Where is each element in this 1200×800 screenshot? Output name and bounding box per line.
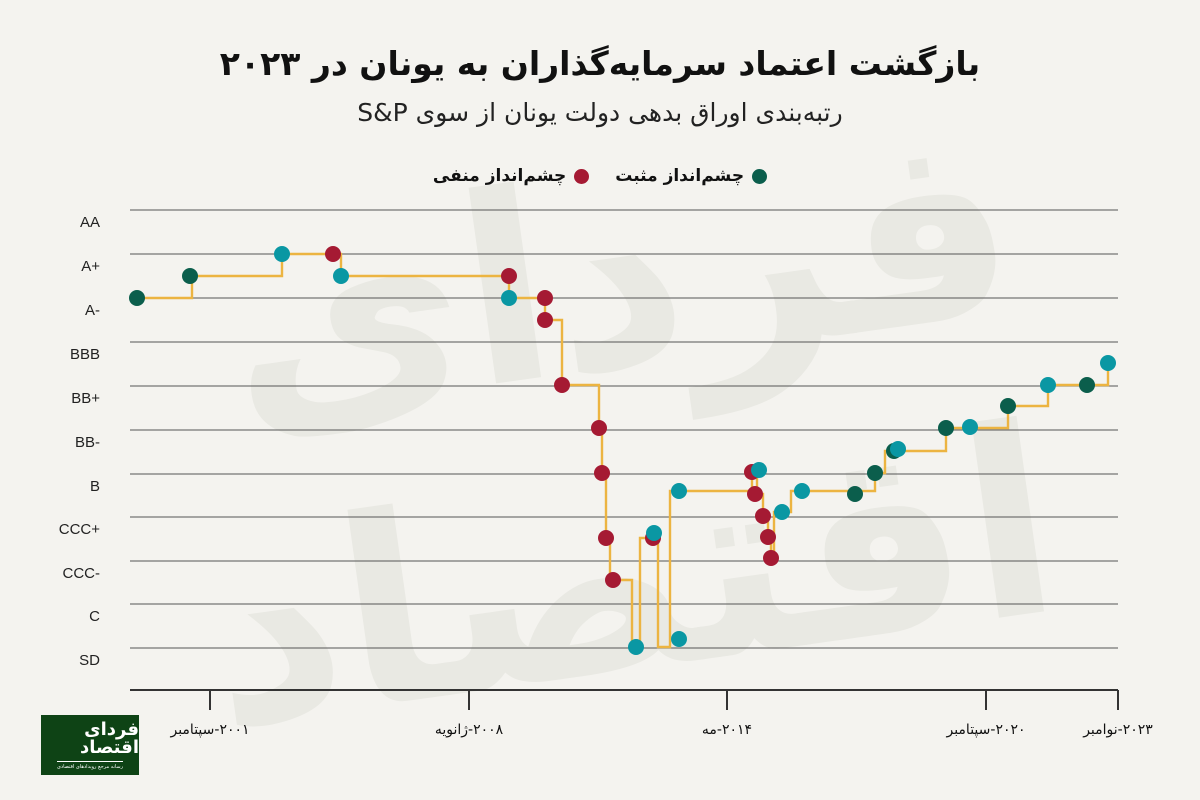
y-tick-label: A+ (81, 258, 100, 275)
rating-point-stable (274, 246, 290, 262)
rating-point-stable (962, 419, 978, 435)
y-axis-labels: AA A+ A- BBB BB+ BB- B CCC+ CCC- C SD (59, 214, 101, 669)
rating-point-negative (325, 246, 341, 262)
logo-tagline: رسانه مرجع رویدادهای اقتصادی (57, 760, 123, 770)
rating-point-stable (333, 268, 349, 284)
rating-point-stable (774, 504, 790, 520)
y-tick-label: A- (85, 302, 100, 319)
y-tick-label: SD (79, 652, 100, 669)
x-axis-ticks: ۲۰۰۱-سپتامبر ۲۰۰۸-ژانویه ۲۰۱۴-مه ۲۰۲۰-سپتام… (169, 690, 1153, 738)
rating-point-stable (794, 483, 810, 499)
rating-point-negative (760, 529, 776, 545)
rating-point-positive (182, 268, 198, 284)
rating-point-negative (591, 420, 607, 436)
x-tick-label: ۲۰۱۴-مه (702, 722, 752, 738)
rating-point-stable (628, 639, 644, 655)
rating-point-negative (598, 530, 614, 546)
rating-point-stable (751, 462, 767, 478)
y-tick-label: BB- (75, 434, 100, 451)
chart-subtitle: رتبه‌بندی اوراق بدهی دولت یونان از سوی S… (357, 98, 843, 127)
y-tick-label: CCC- (63, 565, 101, 582)
rating-point-positive (1079, 377, 1095, 393)
rating-point-negative (755, 508, 771, 524)
rating-points (129, 246, 1116, 655)
negative-dot-icon (574, 168, 590, 184)
rating-point-positive (938, 420, 954, 436)
y-tick-label: BB+ (71, 390, 100, 407)
rating-point-stable (646, 525, 662, 541)
x-tick-label: ۲۰۲۳-نوامبر (1082, 722, 1153, 738)
legend: چشم‌انداز مثبت چشم‌انداز منفی (0, 166, 1200, 186)
rating-point-stable (890, 441, 906, 457)
y-tick-label: B (90, 478, 100, 495)
rating-point-negative (763, 550, 779, 566)
rating-point-negative (747, 486, 763, 502)
rating-point-stable (501, 290, 517, 306)
x-tick-label: ۲۰۰۸-ژانویه (435, 722, 504, 738)
rating-point-stable (671, 483, 687, 499)
x-tick-label: ۲۰۰۱-سپتامبر (169, 722, 249, 738)
rating-point-positive (867, 465, 883, 481)
rating-point-negative (501, 268, 517, 284)
legend-item-negative: چشم‌انداز منفی (432, 166, 590, 186)
legend-label-positive: چشم‌انداز مثبت (615, 166, 745, 186)
logo: فردای اقتصاد رسانه مرجع رویدادهای اقتصاد… (41, 715, 139, 775)
rating-point-negative (537, 290, 553, 306)
rating-point-negative (537, 312, 553, 328)
rating-point-stable (1040, 377, 1056, 393)
rating-point-positive (847, 486, 863, 502)
rating-point-stable (671, 631, 687, 647)
legend-item-positive: چشم‌انداز مثبت (615, 166, 768, 186)
y-tick-label: C (89, 608, 100, 625)
y-tick-label: CCC+ (59, 521, 100, 538)
y-tick-label: AA (80, 214, 100, 231)
logo-name: فردای اقتصاد (79, 718, 139, 758)
y-tick-label: BBB (70, 346, 100, 363)
positive-dot-icon (752, 168, 768, 184)
rating-point-negative (554, 377, 570, 393)
rating-point-negative (594, 465, 610, 481)
rating-point-positive (129, 290, 145, 306)
legend-label-negative: چشم‌انداز منفی (432, 166, 567, 186)
x-tick-label: ۲۰۲۰-سپتامبر (945, 722, 1025, 738)
rating-point-negative (605, 572, 621, 588)
rating-point-stable (1100, 355, 1116, 371)
rating-point-positive (1000, 398, 1016, 414)
chart-title: بازگشت اعتماد سرمایه‌گذاران به یونان در … (219, 44, 981, 83)
rating-step-line (137, 252, 1110, 649)
